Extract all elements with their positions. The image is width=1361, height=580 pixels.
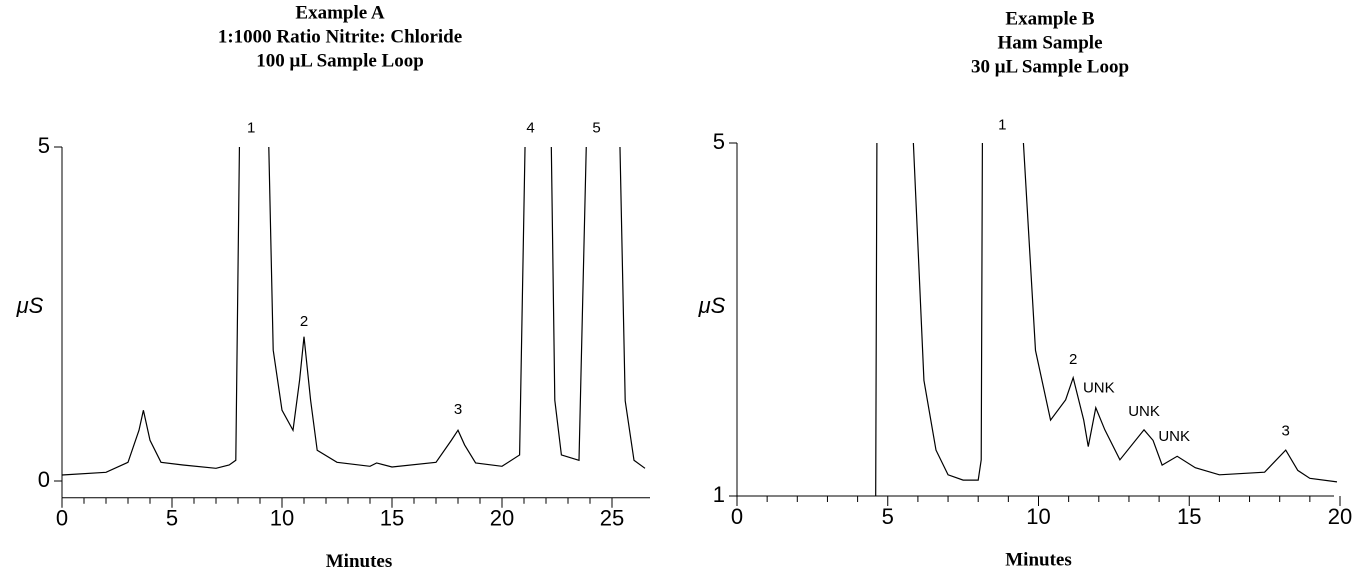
peak-label: 1 [998, 116, 1006, 133]
x-axis-label: Minutes [1005, 549, 1072, 570]
chart-title: Example A [295, 2, 384, 23]
peak-label: 3 [1282, 423, 1290, 440]
peak-label: 3 [454, 401, 462, 418]
peak-label: UNK [1083, 379, 1115, 396]
chart-title: Example B [1005, 8, 1095, 29]
peak-label: 2 [300, 313, 308, 330]
chart-subtitle: 30 μL Sample Loop [971, 56, 1129, 77]
peak-label: 4 [526, 119, 534, 136]
x-tick-label: 10 [1026, 504, 1050, 529]
chart-subtitle: 1:1000 Ratio Nitrite: Chloride [218, 26, 462, 47]
trace [875, 143, 1338, 497]
x-tick-label: 15 [1177, 504, 1201, 529]
peak-label: 5 [592, 119, 600, 136]
y-tick-label: 0 [38, 467, 50, 492]
y-axis-label: μS [698, 293, 726, 318]
peak-label: 2 [1069, 351, 1077, 368]
x-axis-label: Minutes [326, 551, 393, 572]
peak-label: UNK [1128, 403, 1160, 420]
x-tick-label: 5 [166, 506, 178, 531]
x-tick-label: 5 [882, 504, 894, 529]
x-tick-label: 0 [56, 506, 68, 531]
y-tick-label: 5 [38, 133, 50, 158]
trace [61, 147, 646, 476]
peak-label: 1 [247, 119, 255, 136]
y-tick-label: 1 [713, 482, 725, 507]
x-tick-label: 25 [600, 506, 624, 531]
chart-subtitle: 100 μL Sample Loop [256, 50, 424, 71]
y-tick-label: 5 [713, 129, 725, 154]
x-tick-label: 20 [490, 506, 514, 531]
x-tick-label: 15 [380, 506, 404, 531]
peak-label: UNK [1158, 428, 1190, 445]
x-tick-label: 0 [731, 504, 743, 529]
chart-subtitle: Ham Sample [997, 32, 1102, 53]
y-axis-label: μS [16, 293, 44, 318]
x-tick-label: 20 [1328, 504, 1352, 529]
x-tick-label: 10 [270, 506, 294, 531]
